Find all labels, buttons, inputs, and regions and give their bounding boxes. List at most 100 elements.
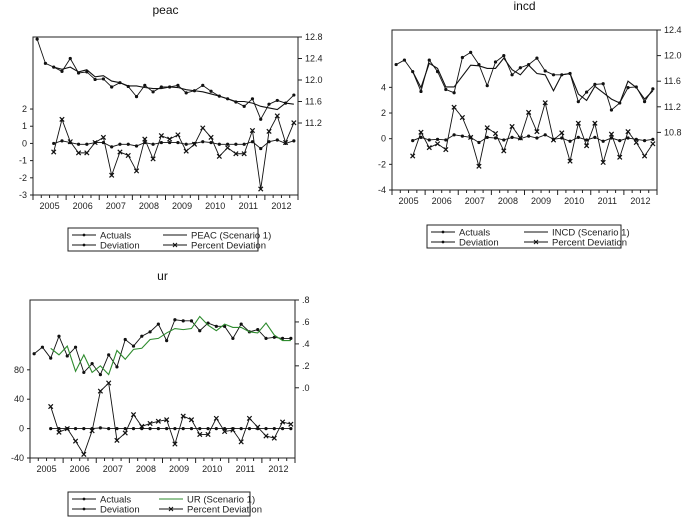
data-point	[255, 424, 261, 430]
data-point	[84, 150, 90, 156]
right-tick-label: 12.0	[305, 75, 323, 85]
x-tick-label: 2012	[268, 464, 288, 474]
data-point	[264, 427, 268, 431]
data-point	[550, 137, 557, 143]
data-point	[230, 427, 236, 433]
data-point	[288, 421, 294, 427]
data-point	[241, 151, 247, 157]
data-point	[583, 143, 590, 149]
data-point	[560, 136, 564, 140]
data-point	[259, 117, 263, 121]
data-point	[266, 128, 272, 135]
data-point	[106, 380, 112, 386]
left-tick-label: 4	[381, 82, 386, 92]
data-point	[249, 127, 256, 134]
data-point	[180, 413, 186, 419]
data-point	[592, 120, 598, 126]
legend-label: Deviation	[100, 505, 140, 516]
data-point	[130, 412, 137, 418]
right-tick-label: .4	[302, 339, 310, 349]
data-point	[107, 353, 111, 357]
data-point	[208, 134, 214, 141]
data-point	[443, 146, 449, 153]
data-point	[98, 426, 102, 430]
legend-label: Actuals	[100, 231, 131, 242]
data-point	[200, 125, 206, 131]
left-tick-label: 2	[381, 108, 386, 118]
data-point	[651, 87, 655, 91]
data-point	[543, 133, 547, 137]
data-point	[279, 419, 286, 425]
legend-marker	[172, 242, 178, 248]
data-point	[593, 135, 597, 139]
data-point	[418, 129, 424, 135]
data-point	[209, 140, 213, 145]
data-point	[542, 100, 548, 106]
data-point	[280, 336, 285, 341]
data-point	[126, 142, 130, 146]
series-line-ur-scenario-1-	[50, 315, 291, 376]
data-point	[534, 128, 540, 135]
data-point	[159, 140, 163, 145]
data-point	[642, 100, 647, 104]
legend-label: PEAC (Scenario 1)	[191, 231, 271, 242]
data-point	[98, 373, 102, 377]
data-point	[535, 56, 539, 60]
legend-box	[67, 491, 251, 517]
data-point	[175, 132, 181, 138]
chart-title: incd	[513, 0, 535, 13]
data-point	[85, 142, 89, 146]
data-point	[100, 134, 107, 141]
series-line-percent-deviation	[53, 114, 295, 190]
data-point	[576, 100, 580, 104]
data-point	[641, 153, 648, 159]
data-point	[181, 319, 185, 323]
data-point	[158, 133, 164, 139]
data-point	[198, 427, 202, 431]
chart-peac: peac -3 -2 -1 0 1 2 11.2 11.6 12.0 12.4 12.8 2005 200…	[19, 3, 323, 252]
data-point	[469, 50, 473, 55]
data-point	[223, 427, 227, 431]
data-point	[468, 134, 474, 141]
data-point	[49, 356, 53, 360]
left-tick-label: 80	[14, 365, 24, 375]
data-point	[626, 86, 630, 90]
data-point	[247, 427, 252, 431]
data-point	[188, 417, 195, 423]
x-tick-label: 2011	[236, 464, 255, 474]
x-tick-label: 2010	[202, 464, 222, 474]
data-point	[242, 104, 246, 108]
data-point	[501, 148, 507, 154]
chart-ur: ur -40 0 40 80 .0 .2 .4 .6 .8 2005 2006 2007 2008 2009…	[11, 269, 310, 517]
data-point	[59, 116, 65, 122]
data-point	[101, 77, 105, 81]
right-tick-label: 12.4	[305, 53, 323, 63]
data-point	[625, 128, 631, 135]
data-point	[107, 427, 111, 431]
data-point	[434, 141, 441, 147]
left-tick-label: 0	[19, 424, 24, 434]
data-point	[517, 135, 523, 141]
data-point	[593, 82, 597, 86]
data-point	[271, 435, 277, 441]
data-point	[485, 135, 489, 139]
data-point	[123, 427, 127, 431]
data-point	[164, 417, 170, 423]
legend-label: Deviation	[100, 241, 140, 252]
data-point	[426, 145, 432, 151]
data-point	[159, 85, 163, 89]
data-point	[183, 148, 189, 154]
left-tick-label: 40	[14, 394, 24, 404]
data-point	[118, 142, 122, 146]
data-point	[201, 83, 205, 87]
data-point	[57, 334, 61, 338]
data-point	[133, 168, 140, 174]
right-tick-label: 11.6	[305, 96, 322, 106]
data-point	[176, 140, 180, 145]
right-tick-label: 10.8	[664, 127, 682, 137]
legend-marker	[82, 243, 86, 247]
data-point	[142, 136, 148, 142]
data-point	[275, 98, 279, 103]
data-point	[155, 418, 161, 424]
data-point	[123, 337, 127, 342]
